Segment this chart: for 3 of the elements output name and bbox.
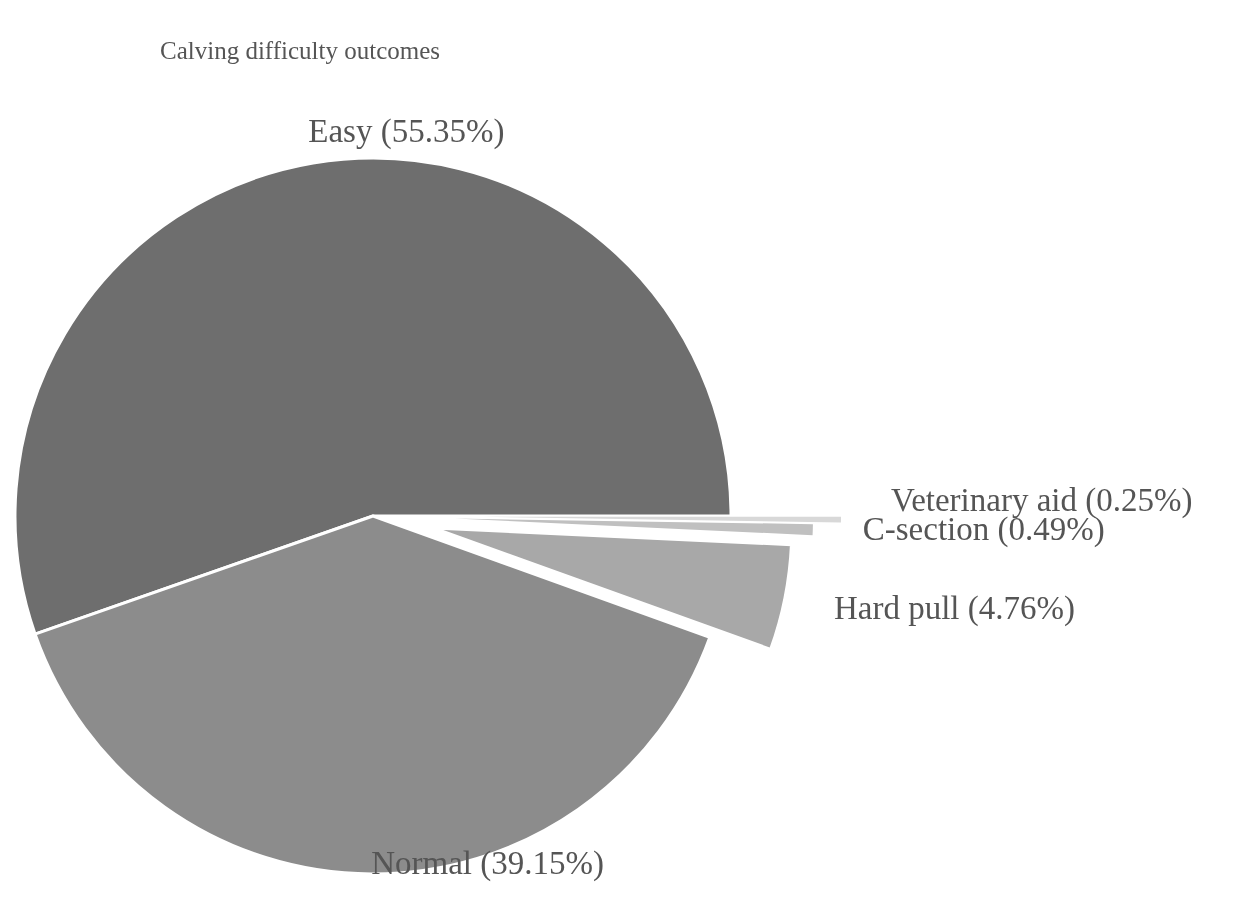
chart-title: Calving difficulty outcomes: [160, 36, 441, 64]
slice-label: Hard pull (4.76%): [834, 590, 1076, 628]
slice-label: Easy (55.35%): [308, 112, 505, 150]
